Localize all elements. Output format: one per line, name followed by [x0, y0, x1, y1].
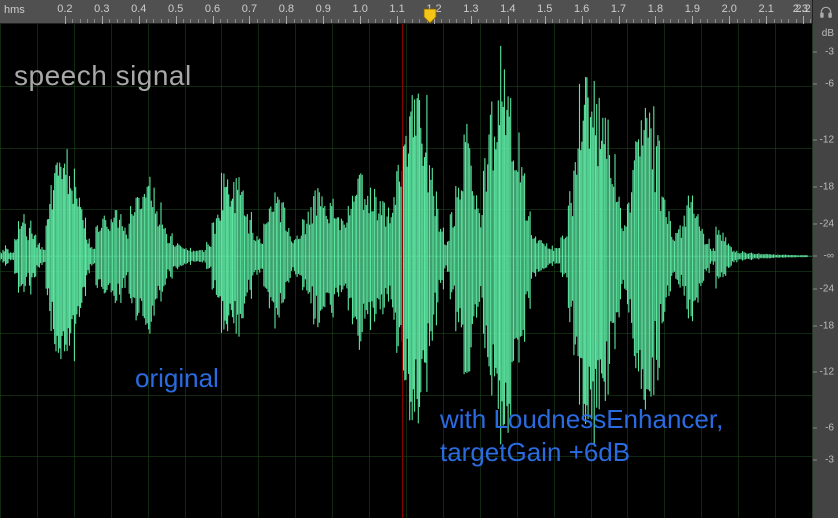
audio-editor: hms 2.3 0.20.30.40.50.60.70.80.91.01.11.…	[0, 0, 838, 518]
db-scale: dB -3 -6 -12 -18 -24 -∞ -24 -18 -12 -6 -3	[812, 24, 838, 518]
db-tick: -∞	[824, 251, 834, 262]
db-tick: -12	[820, 135, 834, 146]
playhead-line	[402, 24, 403, 518]
playhead-marker[interactable]	[423, 8, 437, 24]
label-original: original	[135, 363, 219, 394]
db-tick: -18	[820, 320, 834, 331]
db-tick: -3	[825, 46, 834, 57]
db-tick: -3	[825, 455, 834, 466]
time-ruler[interactable]: hms 2.3 0.20.30.40.50.60.70.80.91.01.11.…	[0, 0, 812, 24]
title-text: speech signal	[14, 60, 192, 92]
waveform-area[interactable]: speech signal original with LoudnessEnha…	[0, 24, 812, 518]
db-unit-label: dB	[822, 28, 834, 39]
label-enhanced: with LoudnessEnhancer, targetGain +6dB	[440, 403, 723, 468]
db-tick: -24	[820, 218, 834, 229]
db-tick: -6	[825, 79, 834, 90]
ruler-unit-label: hms	[4, 4, 25, 16]
db-tick: -18	[820, 181, 834, 192]
db-tick: -6	[825, 422, 834, 433]
headphones-icon[interactable]	[812, 0, 838, 24]
db-tick: -24	[820, 283, 834, 294]
label-enhanced-line1: with LoudnessEnhancer,	[440, 404, 723, 434]
db-tick: -12	[820, 367, 834, 378]
label-enhanced-line2: targetGain +6dB	[440, 437, 630, 467]
